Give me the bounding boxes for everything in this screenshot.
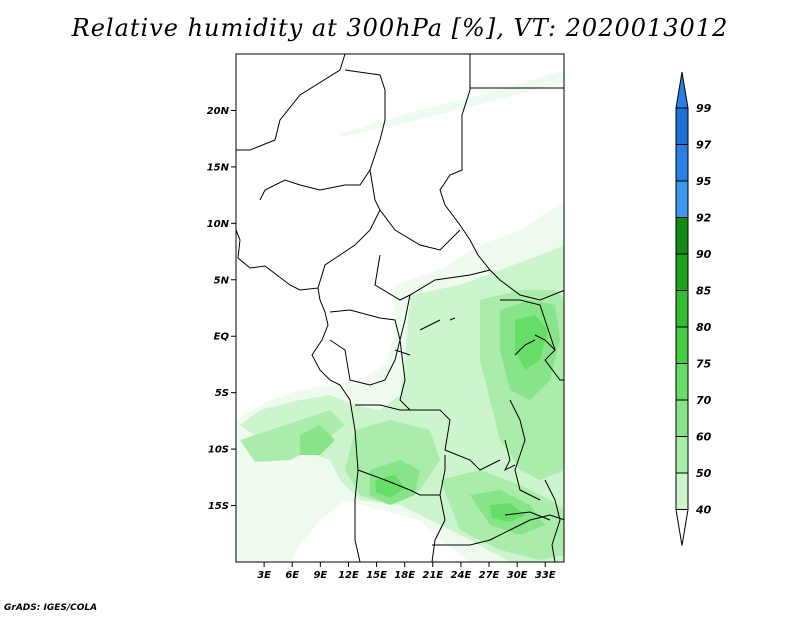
colorbar-swatch (675, 107, 689, 145)
colorbar-label: 70 (696, 394, 712, 407)
lon-tick-label: 12E (338, 570, 359, 581)
colorbar: 99 97 95 92 90 85 80 75 70 60 50 40 (675, 71, 712, 546)
colorbar-swatch (675, 399, 689, 437)
lon-tick-label: 27E (479, 570, 500, 581)
colorbar-swatch (675, 144, 689, 182)
lon-tick-label: 18E (394, 570, 415, 581)
colorbar-swatch (675, 180, 689, 218)
colorbar-swatch (675, 290, 689, 328)
lon-tick-label: 15E (366, 570, 387, 581)
lon-tick-label: 33E (535, 570, 556, 581)
lon-tick-label: 9E (313, 570, 327, 581)
chart-title: Relative humidity at 300hPa [%], VT: 202… (71, 14, 729, 42)
country-borders (236, 54, 564, 562)
lat-tick-label: EQ (214, 332, 230, 343)
latitude-axis: 20N 15N 10N 5N EQ 5S 10S 15S (207, 106, 236, 512)
lat-tick-label: 10N (207, 219, 230, 230)
colorbar-label: 90 (696, 248, 712, 261)
colorbar-lower-triangle (675, 509, 689, 546)
lat-tick-label: 10S (208, 445, 229, 456)
colorbar-label: 85 (696, 285, 712, 298)
colorbar-label: 95 (696, 175, 712, 188)
colorbar-label: 40 (695, 504, 712, 517)
colorbar-label: 99 (696, 102, 712, 115)
colorbar-swatch (675, 363, 689, 401)
lat-tick-label: 20N (207, 106, 230, 117)
colorbar-label: 80 (696, 321, 712, 334)
colorbar-label: 60 (696, 431, 712, 444)
colorbar-swatch (675, 217, 689, 255)
colorbar-label: 75 (696, 358, 712, 371)
lat-tick-label: 15S (208, 501, 229, 512)
colorbar-swatch (675, 326, 689, 364)
colorbar-label: 50 (696, 467, 712, 480)
grads-credit: GrADS: IGES/COLA (4, 603, 98, 613)
lon-tick-label: 24E (451, 570, 472, 581)
lon-tick-label: 6E (285, 570, 299, 581)
lon-tick-label: 3E (257, 570, 271, 581)
lon-tick-label: 30E (507, 570, 528, 581)
colorbar-swatch (675, 436, 689, 474)
longitude-axis: 3E 6E 9E 12E 15E 18E 21E 24E 27E 30E 33E (257, 562, 556, 581)
humidity-shading (236, 70, 564, 562)
colorbar-upper-triangle (675, 71, 689, 109)
colorbar-swatch (675, 253, 689, 291)
map-frame (235, 53, 565, 563)
lat-tick-label: 5N (214, 275, 230, 286)
lat-tick-label: 5S (215, 388, 229, 399)
lon-tick-label: 21E (422, 570, 443, 581)
colorbar-label: 92 (696, 212, 712, 225)
colorbar-swatch (675, 472, 689, 510)
colorbar-label: 97 (696, 139, 712, 152)
lat-tick-label: 15N (207, 162, 230, 173)
